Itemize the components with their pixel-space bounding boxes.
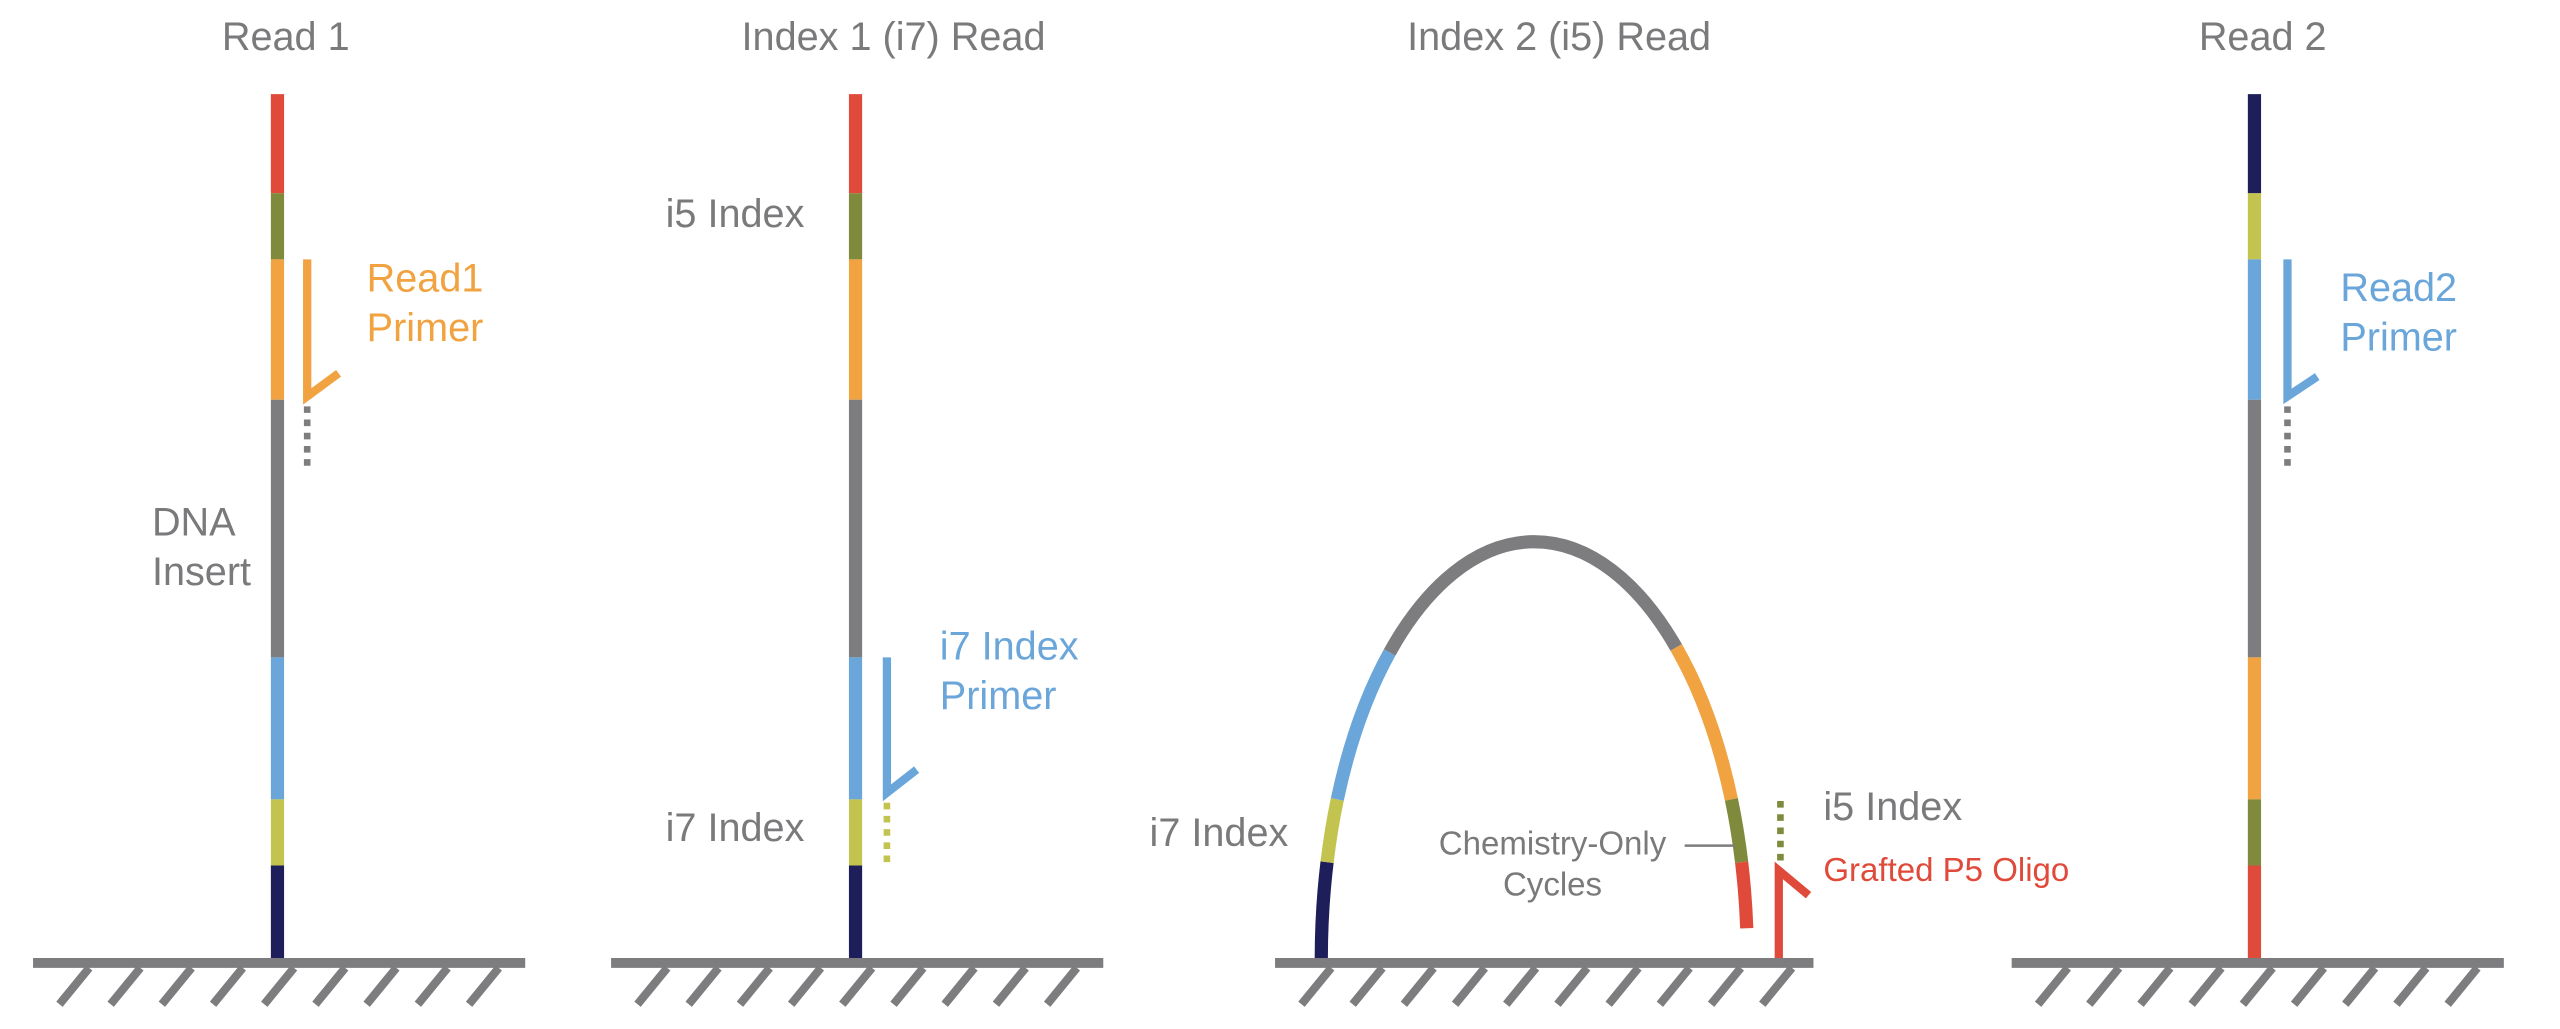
primer — [2283, 259, 2320, 405]
label: i5 Index — [666, 192, 805, 236]
hatch — [1451, 965, 1488, 1007]
hatch — [1656, 965, 1693, 1007]
hatch — [736, 965, 773, 1007]
label: Cycles — [1503, 866, 1602, 903]
hatch — [2137, 965, 2174, 1007]
hatch — [1759, 965, 1796, 1007]
label: i7 Index — [940, 625, 1079, 669]
label: Primer — [2340, 316, 2457, 360]
hatch — [209, 965, 246, 1007]
hatch — [1503, 965, 1540, 1007]
primer — [882, 657, 920, 802]
hatch — [1349, 965, 1386, 1007]
hatch — [414, 965, 451, 1007]
panel-title: Index 2 (i5) Read — [1407, 15, 1711, 59]
hatch — [839, 965, 876, 1007]
hatch — [107, 965, 144, 1007]
hatch — [787, 965, 825, 1007]
flow-cell-surface — [33, 957, 2504, 1007]
hatch — [2393, 965, 2430, 1007]
hatch — [2342, 965, 2379, 1007]
hatch — [312, 965, 349, 1007]
hatch — [685, 965, 722, 1007]
panel-title: Index 1 (i7) Read — [742, 15, 1046, 59]
hatch — [363, 965, 400, 1007]
hatch — [890, 965, 927, 1007]
hatch — [2034, 965, 2072, 1007]
hatch — [261, 965, 298, 1007]
label: Read1 — [367, 256, 484, 300]
hatch — [1298, 965, 1335, 1007]
hatch — [1554, 965, 1591, 1007]
label: Grafted P5 Oligo — [1823, 851, 2069, 888]
label: i5 Index — [1823, 785, 1962, 829]
label: Read2 — [2340, 266, 2457, 310]
label: i7 Index — [1150, 811, 1289, 855]
panel-title: Read 1 — [222, 15, 350, 59]
label: Primer — [367, 306, 484, 350]
hatch — [56, 965, 93, 1007]
hatch — [2290, 965, 2328, 1007]
primer — [303, 259, 342, 405]
label: i7 Index — [666, 806, 805, 850]
label: Chemistry-Only — [1439, 824, 1667, 861]
hatch — [1605, 965, 1642, 1007]
panel-title: Read 2 — [2199, 15, 2327, 59]
bridge-strand — [1314, 535, 1754, 958]
hatch — [2188, 965, 2225, 1007]
hatch — [2239, 965, 2276, 1007]
hatch — [1400, 965, 1437, 1007]
label: Insert — [152, 550, 251, 594]
hatch — [2444, 965, 2481, 1007]
label: DNA — [152, 501, 236, 545]
hatch — [1707, 965, 1744, 1007]
label: Primer — [940, 674, 1057, 718]
oligo — [1774, 861, 1812, 958]
hatch — [634, 965, 671, 1007]
hatch — [465, 965, 502, 1007]
hatch — [1043, 965, 1081, 1007]
hatch — [941, 965, 978, 1007]
hatch — [2086, 965, 2123, 1007]
hatch — [992, 965, 1029, 1007]
hatch — [158, 965, 195, 1007]
